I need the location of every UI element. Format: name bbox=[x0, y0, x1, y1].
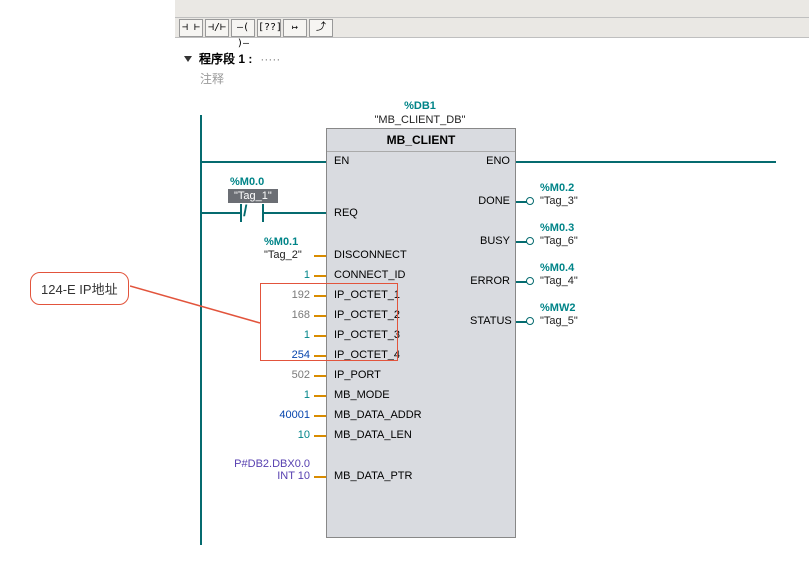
pin-mode bbox=[314, 395, 326, 397]
pin-disconnect bbox=[314, 255, 326, 257]
port-eno: ENO bbox=[470, 155, 510, 167]
val-data-addr[interactable]: 40001 bbox=[260, 409, 310, 421]
db-name: "MB_CLIENT_DB" bbox=[360, 114, 480, 126]
req-tag[interactable]: "Tag_1" bbox=[228, 189, 278, 203]
val-port[interactable]: 502 bbox=[270, 369, 310, 381]
highlight-box bbox=[260, 283, 398, 361]
tool-branch-open-icon[interactable]: ↦ bbox=[283, 19, 307, 37]
wire-req-h2 bbox=[264, 212, 326, 214]
pin-port bbox=[314, 375, 326, 377]
neg-error bbox=[526, 277, 534, 285]
val-connect-id[interactable]: 1 bbox=[270, 269, 310, 281]
val-mode[interactable]: 1 bbox=[270, 389, 310, 401]
port-en: EN bbox=[334, 155, 349, 167]
wire-req-drop bbox=[200, 161, 202, 214]
wire-eno bbox=[516, 161, 776, 163]
status-addr: %MW2 bbox=[540, 302, 575, 314]
port-mb-mode: MB_MODE bbox=[334, 389, 390, 401]
neg-busy bbox=[526, 237, 534, 245]
req-addr: %M0.0 bbox=[230, 176, 264, 188]
fb-title: MB_CLIENT bbox=[327, 129, 515, 152]
tool-coil-icon[interactable]: –( )– bbox=[231, 19, 255, 37]
done-tag: "Tag_3" bbox=[540, 195, 578, 207]
network-title: 程序段 1 : bbox=[199, 50, 252, 67]
pin-data-ptr bbox=[314, 476, 326, 478]
wire-req-h1 bbox=[202, 212, 240, 214]
tool-nc-contact-icon[interactable]: ⊣/⊢ bbox=[205, 19, 229, 37]
tool-no-contact-icon[interactable]: ⊣ ⊢ bbox=[179, 19, 203, 37]
status-tag: "Tag_5" bbox=[540, 315, 578, 327]
db-address: %DB1 bbox=[360, 100, 480, 112]
val-ptr2[interactable]: INT 10 bbox=[225, 470, 310, 482]
done-addr: %M0.2 bbox=[540, 182, 574, 194]
val-data-len[interactable]: 10 bbox=[270, 429, 310, 441]
tool-empty-box-icon[interactable]: [??] bbox=[257, 19, 281, 37]
pin-data-addr bbox=[314, 415, 326, 417]
disconnect-addr: %M0.1 bbox=[264, 236, 298, 248]
val-ptr1[interactable]: P#DB2.DBX0.0 bbox=[225, 458, 310, 470]
pin-data-len bbox=[314, 435, 326, 437]
port-req: REQ bbox=[334, 207, 358, 219]
network-comment: 注释 bbox=[200, 70, 224, 87]
collapse-icon[interactable] bbox=[184, 56, 192, 62]
port-mb-data-len: MB_DATA_LEN bbox=[334, 429, 412, 441]
tool-branch-close-icon[interactable]: ⤴ bbox=[309, 19, 333, 37]
port-mb-data-addr: MB_DATA_ADDR bbox=[334, 409, 422, 421]
port-connect-id: CONNECT_ID bbox=[334, 269, 406, 281]
port-error: ERROR bbox=[470, 275, 510, 287]
callout-label: 124-E IP地址 bbox=[30, 272, 129, 305]
port-mb-data-ptr: MB_DATA_PTR bbox=[334, 470, 412, 482]
port-done: DONE bbox=[470, 195, 510, 207]
port-ip-port: IP_PORT bbox=[334, 369, 381, 381]
network-dots: ····· bbox=[260, 52, 280, 66]
wire-en bbox=[202, 161, 326, 163]
top-ribbon bbox=[175, 0, 809, 18]
toolbar: ⊣ ⊢ ⊣/⊢ –( )– [??] ↦ ⤴ bbox=[175, 18, 809, 38]
error-tag: "Tag_4" bbox=[540, 275, 578, 287]
disconnect-tag: "Tag_2" bbox=[264, 249, 302, 261]
neg-status bbox=[526, 317, 534, 325]
busy-tag: "Tag_6" bbox=[540, 235, 578, 247]
network-header[interactable]: 程序段 1 : ····· bbox=[185, 50, 280, 67]
busy-addr: %M0.3 bbox=[540, 222, 574, 234]
nc-contact[interactable]: / bbox=[240, 204, 264, 222]
workspace: ⊣ ⊢ ⊣/⊢ –( )– [??] ↦ ⤴ 程序段 1 : ····· 注释 … bbox=[0, 0, 809, 565]
port-status: STATUS bbox=[470, 315, 510, 327]
error-addr: %M0.4 bbox=[540, 262, 574, 274]
port-disconnect: DISCONNECT bbox=[334, 249, 407, 261]
port-busy: BUSY bbox=[470, 235, 510, 247]
pin-connect-id bbox=[314, 275, 326, 277]
neg-done bbox=[526, 197, 534, 205]
